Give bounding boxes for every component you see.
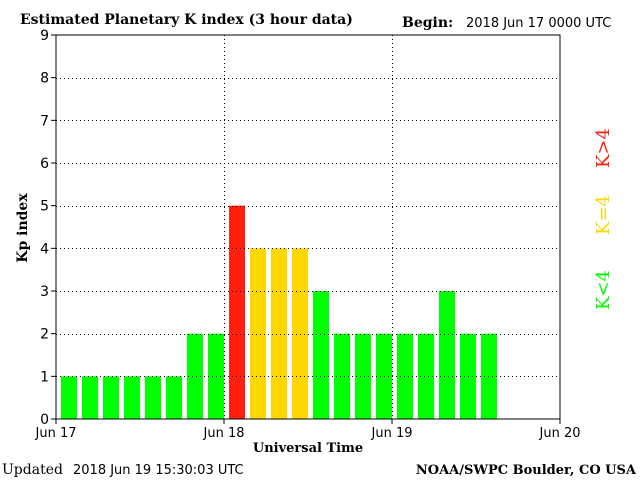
x-tick-label: Jun 20: [539, 426, 581, 441]
kp-bar: [355, 333, 371, 419]
kp-bar: [334, 333, 350, 419]
kp-bar: [82, 376, 98, 419]
y-axis-label: Kp index: [15, 193, 31, 263]
credit-text: NOAA/SWPC Boulder, CO USA: [416, 463, 637, 478]
kp-bar: [145, 376, 161, 419]
kp-bar: [313, 291, 329, 419]
y-tick-label: 9: [40, 28, 49, 44]
x-tick-label: Jun 17: [35, 426, 77, 441]
kp-bar: [124, 376, 140, 419]
kp-bar: [418, 333, 434, 419]
y-tick-label: 1: [40, 369, 49, 385]
x-axis-label: Universal Time: [253, 441, 363, 456]
kp-bar: [166, 376, 182, 419]
x-tick-label: Jun 18: [203, 426, 245, 441]
y-tick-label: 3: [40, 284, 49, 300]
y-tick-label: 6: [40, 156, 49, 172]
kp-bar: [439, 291, 455, 419]
kp-bar: [103, 376, 119, 419]
kp-bar: [292, 248, 308, 419]
updated-value: 2018 Jun 19 15:30:03 UTC: [73, 463, 244, 478]
legend-low: K<4: [593, 270, 614, 310]
chart-title: Estimated Planetary K index (3 hour data…: [20, 12, 353, 28]
plot-frame: [55, 34, 561, 420]
y-tick-label: 0: [40, 412, 49, 428]
bars-group: [61, 205, 497, 419]
kp-bar: [271, 248, 287, 419]
y-axis-ticks: 0 1 2 3 4 5 6 7 8 9: [40, 28, 56, 428]
begin-label: Begin:: [402, 15, 453, 31]
kp-bar: [250, 248, 266, 419]
y-tick-label: 8: [40, 71, 49, 87]
grid-lines: [56, 35, 560, 419]
y-tick-label: 2: [40, 327, 49, 343]
x-axis-ticks: Jun 17 Jun 18 Jun 19 Jun 20: [35, 419, 581, 441]
kp-bar: [229, 205, 245, 419]
kp-bar: [187, 333, 203, 419]
y-tick-label: 7: [40, 113, 49, 129]
x-tick-label: Jun 19: [371, 426, 413, 441]
legend-mid: K=4: [593, 195, 614, 235]
begin-value: 2018 Jun 17 0000 UTC: [466, 16, 611, 31]
updated-label: Updated: [2, 462, 63, 478]
y-tick-label: 5: [40, 199, 49, 215]
legend-high: K>4: [593, 128, 614, 168]
y-tick-label: 4: [40, 241, 49, 257]
kp-bar: [61, 376, 77, 419]
